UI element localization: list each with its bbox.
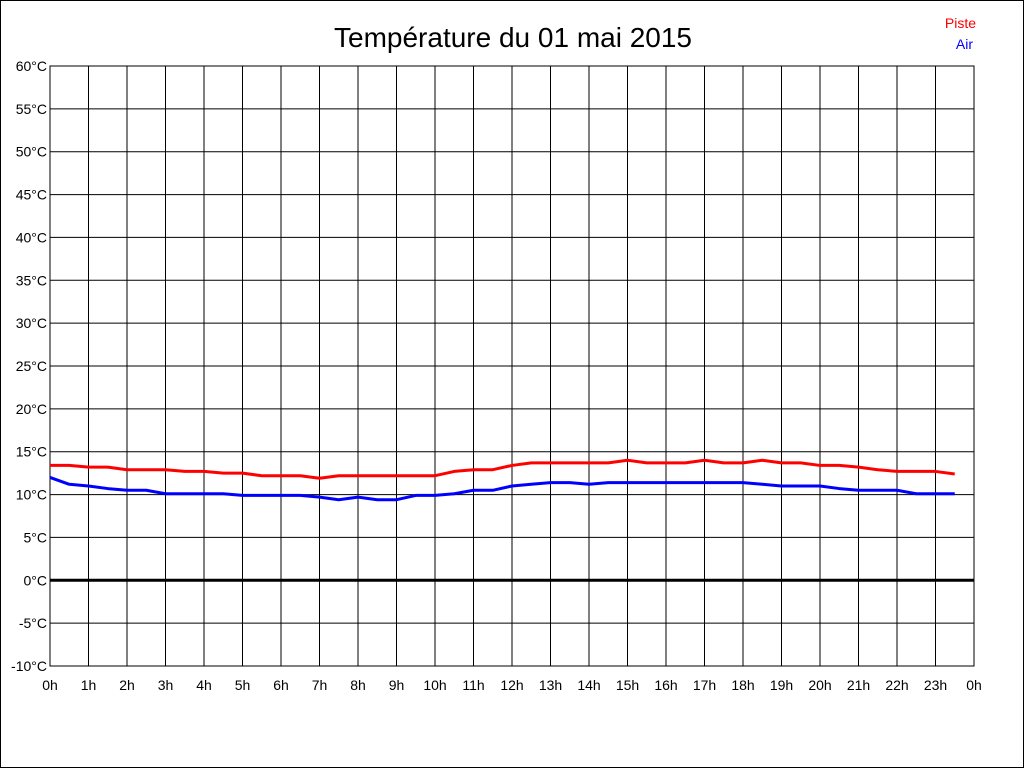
x-tick-label: 0h — [42, 677, 58, 693]
x-tick-label: 2h — [119, 677, 135, 693]
x-tick-label: 1h — [81, 677, 97, 693]
y-tick-label: -5°C — [19, 615, 47, 631]
y-tick-label: 30°C — [16, 315, 47, 331]
y-tick-label: 40°C — [16, 229, 47, 245]
series-line-air — [49, 476, 955, 502]
y-tick-label: 5°C — [24, 529, 48, 545]
legend-piste: Piste — [945, 15, 976, 31]
y-tick-label: 10°C — [16, 487, 47, 503]
x-tick-label: 3h — [158, 677, 174, 693]
x-tick-label: 23h — [924, 677, 947, 693]
x-tick-label: 7h — [312, 677, 328, 693]
y-tick-label: -10°C — [11, 658, 47, 674]
y-tick-label: 55°C — [16, 101, 47, 117]
y-tick-label: 15°C — [16, 444, 47, 460]
x-tick-label: 17h — [693, 677, 716, 693]
series-line-piste — [50, 458, 955, 480]
x-tick-label: 19h — [770, 677, 793, 693]
x-tick-label: 11h — [462, 677, 484, 693]
legend-air: Air — [956, 36, 973, 52]
x-tick-label: 14h — [577, 677, 600, 693]
x-tick-label: 13h — [539, 677, 562, 693]
x-tick-label: 15h — [616, 677, 639, 693]
y-tick-label: 20°C — [16, 401, 47, 417]
x-tick-label: 20h — [808, 677, 831, 693]
y-tick-label: 45°C — [16, 187, 47, 203]
chart-title: Température du 01 mai 2015 — [334, 22, 692, 53]
y-tick-label: 0°C — [24, 572, 48, 588]
x-tick-label: 16h — [654, 677, 677, 693]
x-tick-label: 6h — [273, 677, 289, 693]
x-tick-label: 21h — [847, 677, 870, 693]
x-tick-label: 8h — [350, 677, 366, 693]
y-tick-label: 35°C — [16, 272, 47, 288]
y-tick-label: 60°C — [16, 58, 47, 74]
x-tick-label: 4h — [196, 677, 212, 693]
x-tick-label: 22h — [885, 677, 908, 693]
x-tick-label: 12h — [500, 677, 523, 693]
y-tick-label: 25°C — [16, 358, 47, 374]
x-tick-label: 0h — [966, 677, 982, 693]
y-tick-label: 50°C — [16, 144, 47, 160]
x-tick-label: 10h — [423, 677, 446, 693]
x-tick-label: 9h — [389, 677, 405, 693]
x-tick-label: 5h — [235, 677, 251, 693]
x-tick-label: 18h — [731, 677, 754, 693]
